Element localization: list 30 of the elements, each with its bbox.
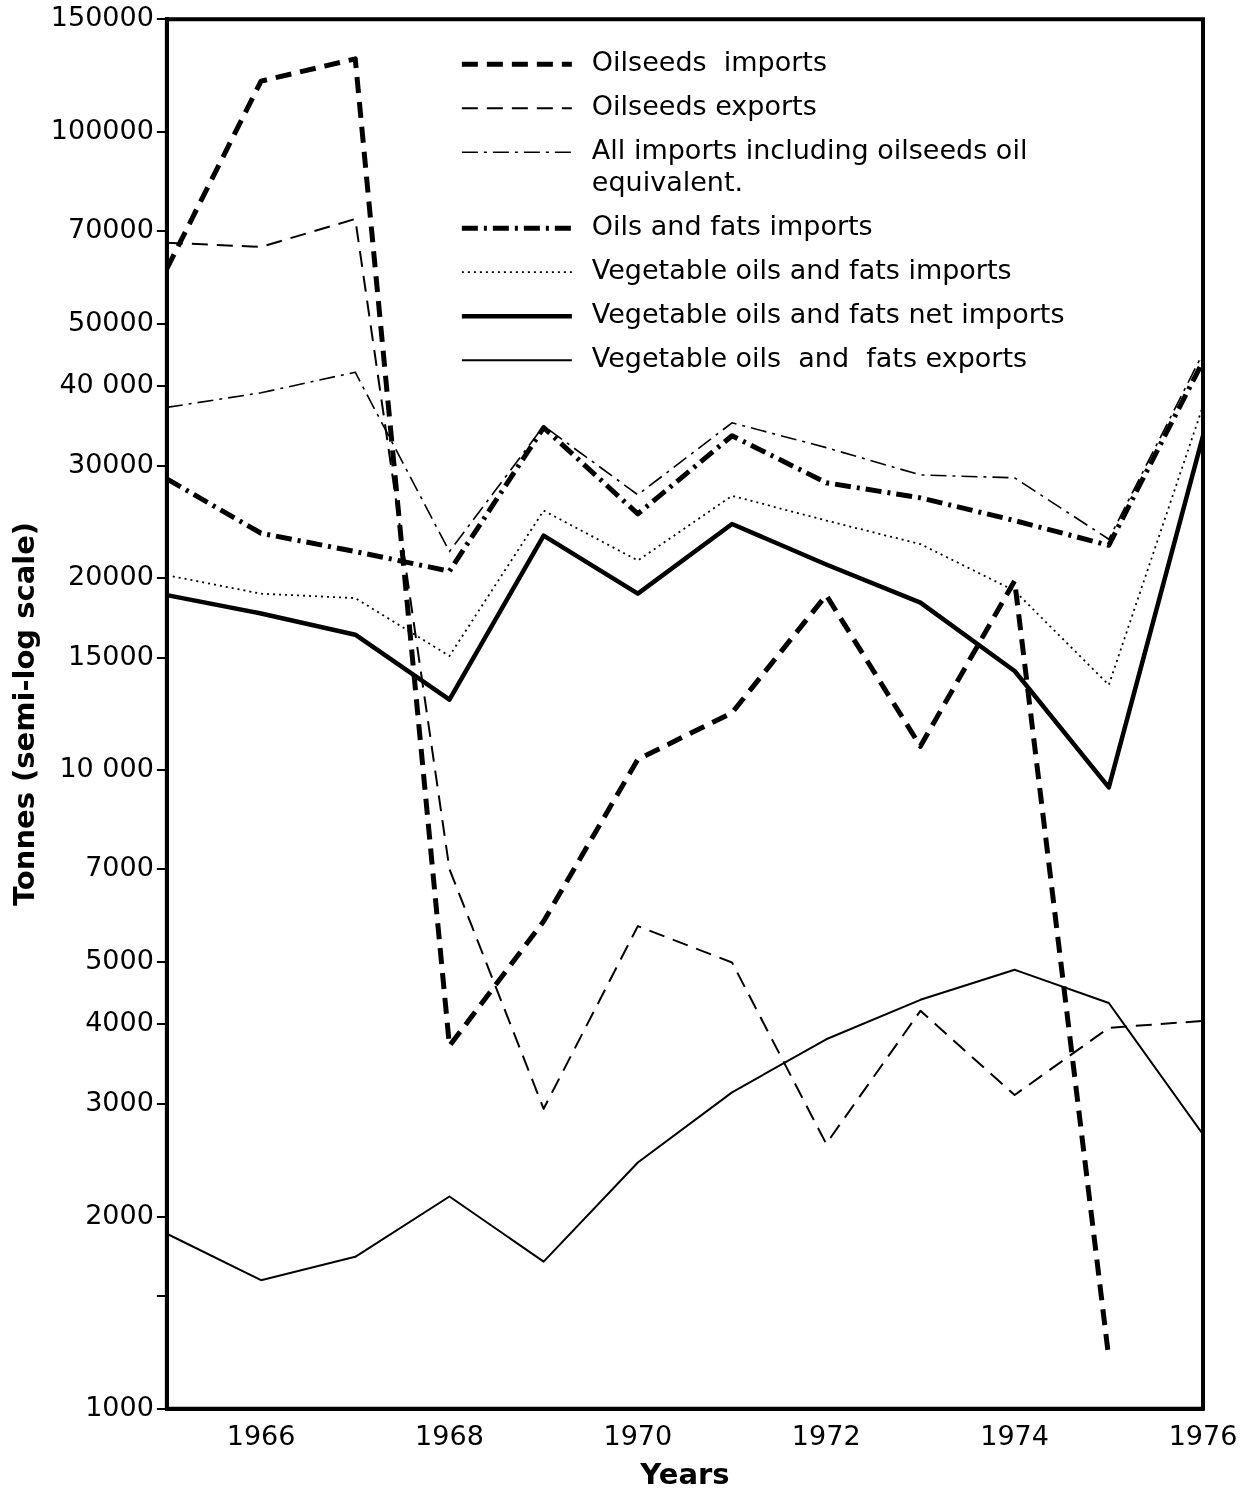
x-tick-label: 1968	[415, 1420, 484, 1452]
x-axis-title: Years	[639, 1457, 730, 1492]
y-tick-label: 30000	[67, 447, 154, 479]
legend-label: Oils and fats imports	[591, 210, 873, 242]
y-axis-title: Tonnes (semi-log scale)	[6, 521, 41, 907]
y-tick-label: 2000	[85, 1198, 154, 1230]
y-tick-label: 100000	[50, 113, 154, 145]
y-tick-label: 10 000	[59, 752, 154, 784]
y-tick-label: 7000	[85, 851, 154, 883]
legend-label: Vegetable oils and fats imports	[591, 254, 1012, 286]
legend-label: Oilseeds imports	[591, 46, 828, 78]
y-tick-label: 20000	[67, 560, 154, 592]
y-tick-label: 3000	[85, 1086, 154, 1118]
y-tick-label: 5000	[85, 944, 154, 976]
x-tick-label: 1974	[980, 1420, 1049, 1452]
legend-label: Oilseeds exports	[591, 90, 817, 122]
x-tick-label: 1966	[226, 1420, 296, 1452]
x-tick-label: 1972	[791, 1420, 861, 1452]
y-tick-label: 1000	[85, 1390, 154, 1422]
legend-label: Vegetable oils and fats exports	[591, 342, 1028, 374]
y-tick-label: 150000	[50, 1, 154, 33]
x-tick-label: 1970	[603, 1420, 673, 1452]
legend-label: All imports including oilseeds oil equivalent.	[591, 134, 1028, 198]
y-tick-label: 15000	[67, 639, 154, 671]
y-tick-label: 50000	[67, 305, 154, 337]
x-tick-label: 1976	[1168, 1420, 1238, 1452]
y-tick-label: 4000	[85, 1006, 154, 1038]
y-tick-label: 70000	[67, 212, 154, 244]
y-tick-label: 40 000	[59, 367, 154, 399]
legend-label: Vegetable oils and fats net imports	[591, 298, 1065, 330]
